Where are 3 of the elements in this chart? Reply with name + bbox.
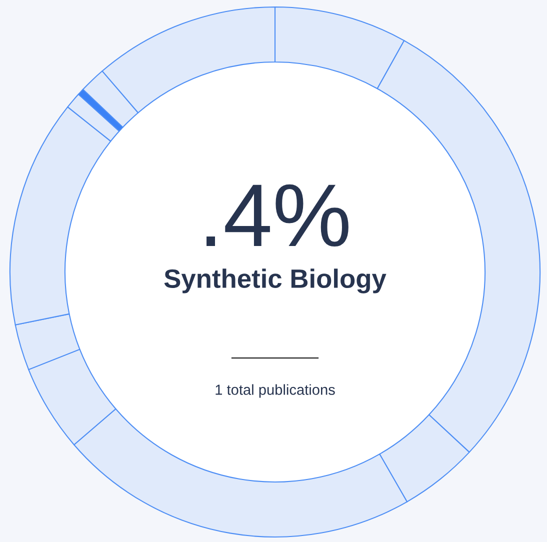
text: .4% [206,184,348,247]
text: 1 total publications [216,384,335,398]
text: Synthetic Biology [164,268,386,294]
